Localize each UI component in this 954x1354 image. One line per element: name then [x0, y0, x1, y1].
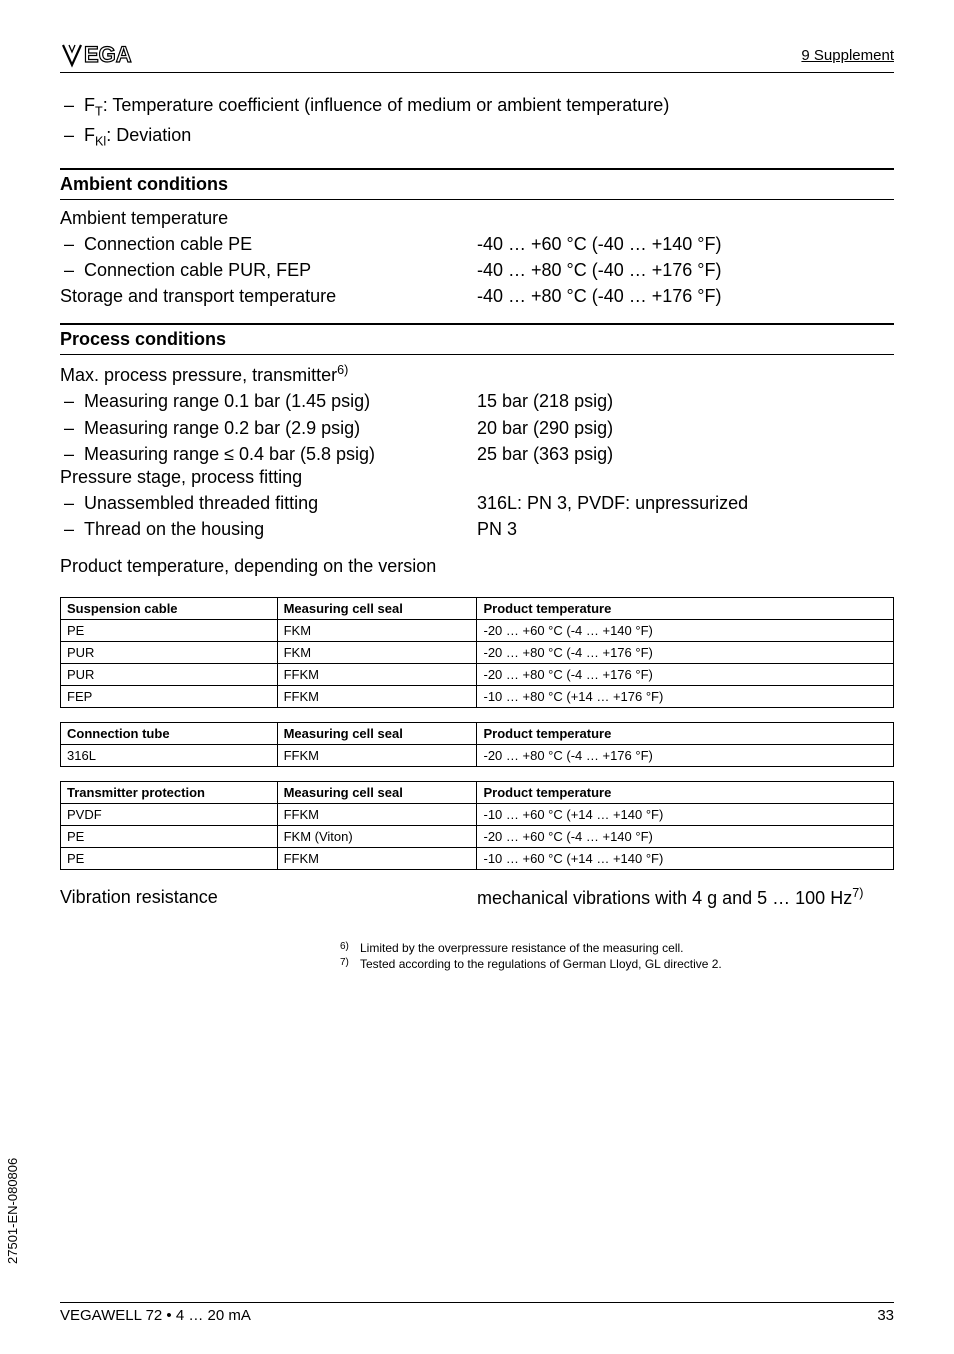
- product-temp-text: Product temperature, depending on the ve…: [60, 556, 894, 577]
- spec-right: -40 … +80 °C (-40 … +176 °F): [477, 257, 894, 283]
- table-row: PEFFKM-10 … +60 °C (+14 … +140 °F): [61, 847, 894, 869]
- process-title: Process conditions: [60, 323, 894, 355]
- table-header: Product temperature: [477, 722, 894, 744]
- table-cell: -20 … +60 °C (-4 … +140 °F): [477, 825, 894, 847]
- footer-left: VEGAWELL 72 • 4 … 20 mA: [60, 1307, 251, 1324]
- spec-row: Measuring range 0.1 bar (1.45 psig)15 ba…: [60, 388, 894, 414]
- spec-left: Connection cable PUR, FEP: [60, 257, 477, 283]
- spec-right: PN 3: [477, 516, 894, 542]
- data-table: Transmitter protectionMeasuring cell sea…: [60, 781, 894, 870]
- table-row: PVDFFFKM-10 … +60 °C (+14 … +140 °F): [61, 803, 894, 825]
- spec-row: Storage and transport temperature-40 … +…: [60, 283, 894, 309]
- section-label: 9 Supplement: [801, 47, 894, 64]
- svg-text:EGA: EGA: [84, 42, 132, 67]
- table-cell: FFKM: [277, 744, 477, 766]
- intro-bullet: FT: Temperature coefficient (influence o…: [84, 93, 894, 121]
- footer-page: 33: [877, 1307, 894, 1324]
- spec-right: 316L: PN 3, PVDF: unpressurized: [477, 490, 894, 516]
- table-header: Measuring cell seal: [277, 722, 477, 744]
- vibration-label: Vibration resistance: [60, 884, 477, 911]
- table-header: Connection tube: [61, 722, 278, 744]
- vega-logo: EGA: [60, 40, 170, 70]
- table-cell: -20 … +80 °C (-4 … +176 °F): [477, 641, 894, 663]
- intro-bullet: FKl: Deviation: [84, 123, 894, 151]
- table-cell: FFKM: [277, 685, 477, 707]
- table-header: Measuring cell seal: [277, 597, 477, 619]
- table-cell: FEP: [61, 685, 278, 707]
- table-cell: PE: [61, 825, 278, 847]
- spec-left: Thread on the housing: [60, 516, 477, 542]
- table-cell: 316L: [61, 744, 278, 766]
- spec-right: 25 bar (363 psig): [477, 441, 894, 467]
- spec-row: Unassembled threaded fitting316L: PN 3, …: [60, 490, 894, 516]
- table-header: Product temperature: [477, 781, 894, 803]
- footnote: 6)Limited by the overpressure resistance…: [340, 941, 894, 955]
- table-cell: PE: [61, 847, 278, 869]
- vibration-value: mechanical vibrations with 4 g and 5 … 1…: [477, 884, 894, 911]
- table-row: 316LFFKM-20 … +80 °C (-4 … +176 °F): [61, 744, 894, 766]
- table-header: Measuring cell seal: [277, 781, 477, 803]
- table-cell: FFKM: [277, 663, 477, 685]
- table-cell: -20 … +60 °C (-4 … +140 °F): [477, 619, 894, 641]
- table-cell: FKM: [277, 641, 477, 663]
- footnote: 7)Tested according to the regulations of…: [340, 957, 894, 971]
- spec-header: Pressure stage, process fitting: [60, 467, 894, 488]
- table-cell: PE: [61, 619, 278, 641]
- table-cell: PVDF: [61, 803, 278, 825]
- table-header: Product temperature: [477, 597, 894, 619]
- page-footer: VEGAWELL 72 • 4 … 20 mA 33: [60, 1302, 894, 1324]
- ambient-title: Ambient conditions: [60, 168, 894, 200]
- table-header: Suspension cable: [61, 597, 278, 619]
- table-row: PEFKM (Viton)-20 … +60 °C (-4 … +140 °F): [61, 825, 894, 847]
- table-row: PURFFKM-20 … +80 °C (-4 … +176 °F): [61, 663, 894, 685]
- table-cell: PUR: [61, 641, 278, 663]
- table-cell: -20 … +80 °C (-4 … +176 °F): [477, 663, 894, 685]
- spec-header: Max. process pressure, transmitter6): [60, 363, 894, 386]
- table-cell: FKM: [277, 619, 477, 641]
- table-cell: -10 … +60 °C (+14 … +140 °F): [477, 803, 894, 825]
- data-table: Connection tubeMeasuring cell sealProduc…: [60, 722, 894, 767]
- table-cell: FFKM: [277, 847, 477, 869]
- table-row: PEFKM-20 … +60 °C (-4 … +140 °F): [61, 619, 894, 641]
- spec-left: Unassembled threaded fitting: [60, 490, 477, 516]
- table-cell: FFKM: [277, 803, 477, 825]
- spec-row: Measuring range 0.2 bar (2.9 psig)20 bar…: [60, 415, 894, 441]
- data-table: Suspension cableMeasuring cell sealProdu…: [60, 597, 894, 708]
- spec-row: Connection cable PE-40 … +60 °C (-40 … +…: [60, 231, 894, 257]
- spec-left: Measuring range ≤ 0.4 bar (5.8 psig): [60, 441, 477, 467]
- page-header: EGA 9 Supplement: [60, 40, 894, 73]
- spec-left: Measuring range 0.2 bar (2.9 psig): [60, 415, 477, 441]
- spec-right: 20 bar (290 psig): [477, 415, 894, 441]
- process-specs: Max. process pressure, transmitter6)Meas…: [60, 363, 894, 541]
- footnotes: 6)Limited by the overpressure resistance…: [60, 941, 894, 971]
- table-header: Transmitter protection: [61, 781, 278, 803]
- table-row: PURFKM-20 … +80 °C (-4 … +176 °F): [61, 641, 894, 663]
- intro-bullets: FT: Temperature coefficient (influence o…: [60, 93, 894, 150]
- spec-right: -40 … +80 °C (-40 … +176 °F): [477, 283, 894, 309]
- table-cell: -10 … +80 °C (+14 … +176 °F): [477, 685, 894, 707]
- spec-row: Connection cable PUR, FEP-40 … +80 °C (-…: [60, 257, 894, 283]
- table-cell: PUR: [61, 663, 278, 685]
- spec-left: Measuring range 0.1 bar (1.45 psig): [60, 388, 477, 414]
- spec-left: Storage and transport temperature: [60, 283, 477, 309]
- table-cell: FKM (Viton): [277, 825, 477, 847]
- table-cell: -10 … +60 °C (+14 … +140 °F): [477, 847, 894, 869]
- spec-left: Connection cable PE: [60, 231, 477, 257]
- side-code: 27501-EN-080806: [5, 1158, 20, 1264]
- spec-row: Measuring range ≤ 0.4 bar (5.8 psig)25 b…: [60, 441, 894, 467]
- vibration-row: Vibration resistance mechanical vibratio…: [60, 884, 894, 911]
- spec-header: Ambient temperature: [60, 208, 894, 229]
- table-row: FEPFFKM-10 … +80 °C (+14 … +176 °F): [61, 685, 894, 707]
- ambient-specs: Ambient temperatureConnection cable PE-4…: [60, 208, 894, 309]
- spec-right: -40 … +60 °C (-40 … +140 °F): [477, 231, 894, 257]
- tables: Suspension cableMeasuring cell sealProdu…: [60, 597, 894, 870]
- spec-row: Thread on the housingPN 3: [60, 516, 894, 542]
- spec-right: 15 bar (218 psig): [477, 388, 894, 414]
- table-cell: -20 … +80 °C (-4 … +176 °F): [477, 744, 894, 766]
